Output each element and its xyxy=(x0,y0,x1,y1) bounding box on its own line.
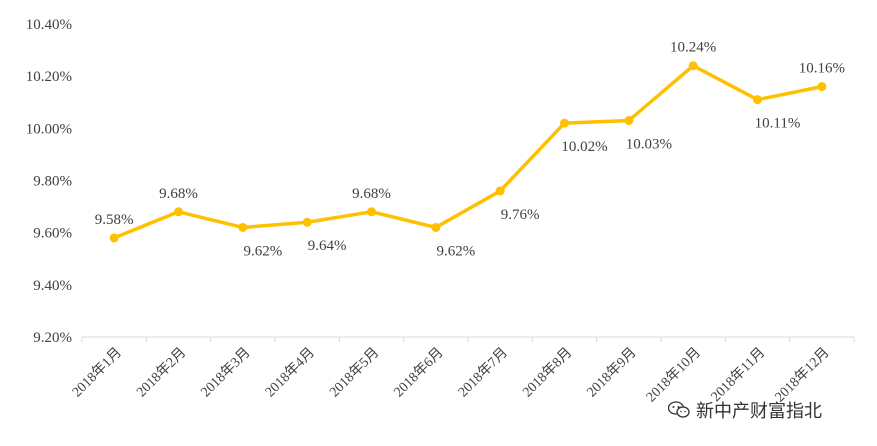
data-point xyxy=(495,186,505,196)
x-tick-label: 2018年9月 xyxy=(584,345,640,401)
data-point xyxy=(688,61,698,71)
x-tick-label: 2018年2月 xyxy=(133,345,189,401)
y-tick-label: 10.20% xyxy=(26,69,72,85)
data-point xyxy=(560,118,569,128)
data-point xyxy=(109,233,119,243)
x-tick-label: 2018年6月 xyxy=(391,345,447,401)
wechat-icon xyxy=(668,401,690,418)
x-tick-label: 2018年4月 xyxy=(262,345,318,401)
data-label: 9.64% xyxy=(308,238,347,254)
data-label: 9.62% xyxy=(436,243,475,259)
y-tick-label: 9.60% xyxy=(33,226,72,242)
data-label: 9.68% xyxy=(159,186,198,202)
data-label: 9.76% xyxy=(501,207,540,223)
y-tick-label: 9.80% xyxy=(33,174,72,190)
watermark-text: 新中产财富指北 xyxy=(696,401,822,422)
data-label: 9.58% xyxy=(95,212,134,228)
data-point xyxy=(753,95,762,105)
x-tick-label: 2018年3月 xyxy=(198,345,254,401)
data-label: 10.03% xyxy=(626,137,672,153)
data-label: 10.11% xyxy=(755,116,801,132)
y-tick-label: 9.20% xyxy=(33,330,72,346)
x-tick-label: 2018年8月 xyxy=(519,345,575,401)
watermark: 新中产财富指北 xyxy=(668,397,822,423)
y-tick-label: 9.40% xyxy=(33,278,72,294)
y-tick-label: 10.00% xyxy=(26,121,72,137)
data-point xyxy=(431,222,441,232)
data-point xyxy=(817,82,827,92)
data-point xyxy=(367,207,376,217)
data-label: 10.02% xyxy=(561,139,607,155)
x-tick-label: 2018年11月 xyxy=(708,345,768,405)
data-point xyxy=(624,116,634,126)
series-line xyxy=(112,63,824,240)
data-point xyxy=(238,222,248,232)
y-tick-label: 10.40% xyxy=(26,17,72,33)
data-label: 10.16% xyxy=(799,61,845,77)
data-label: 9.62% xyxy=(243,243,282,259)
data-label: 10.24% xyxy=(670,40,716,56)
x-tick-label: 2018年7月 xyxy=(455,345,511,401)
data-point xyxy=(174,207,183,217)
data-point xyxy=(302,217,312,227)
data-label: 9.68% xyxy=(352,186,391,202)
x-tick-label: 2018年1月 xyxy=(69,345,125,401)
x-tick-label: 2018年5月 xyxy=(326,345,382,401)
